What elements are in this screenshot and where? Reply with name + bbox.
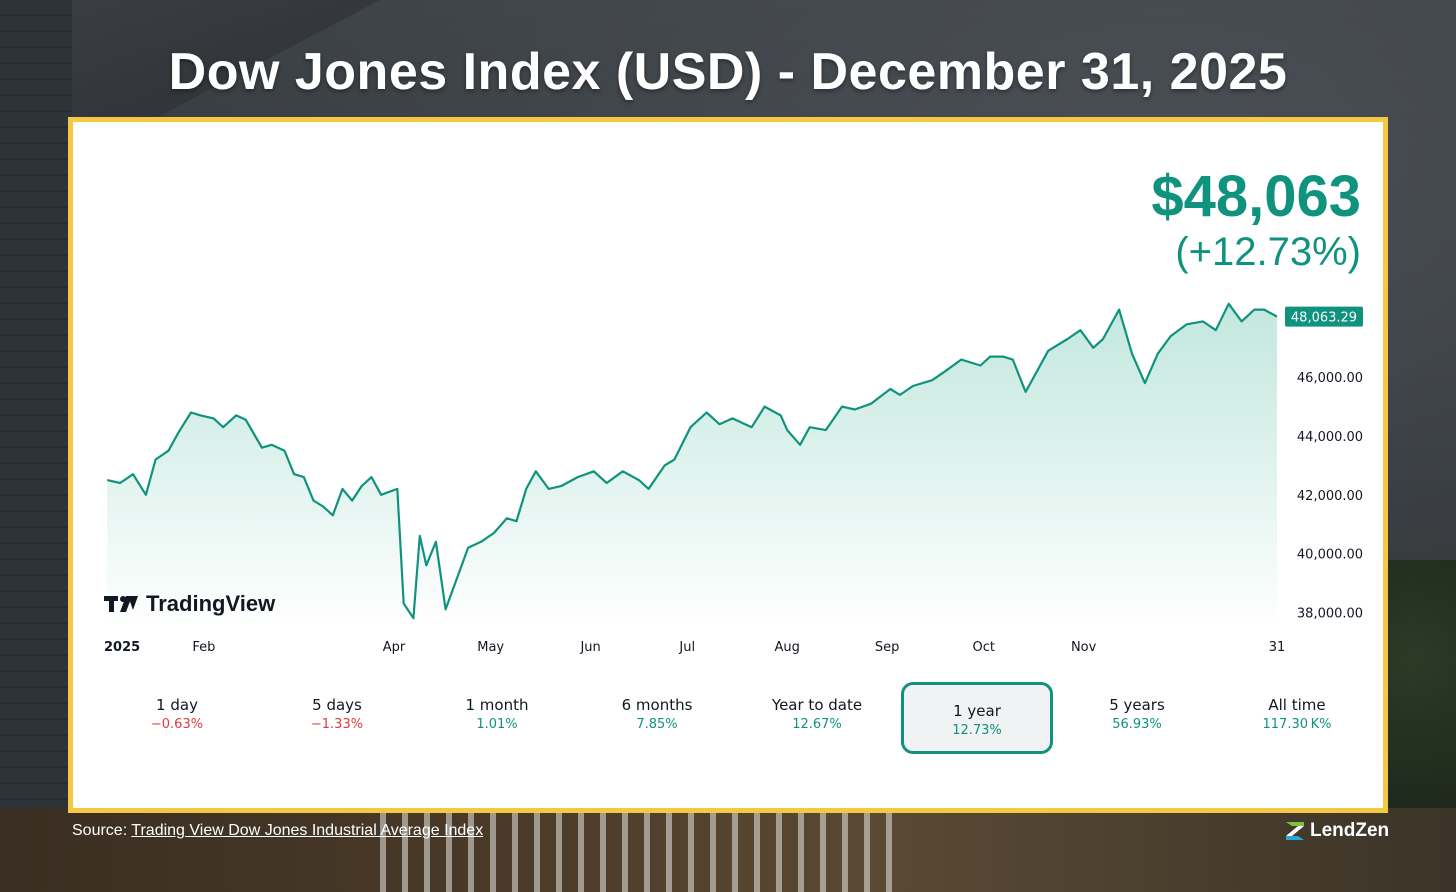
period-label: 1 month	[465, 696, 529, 714]
period-selector: 1 day −0.63% 5 days −1.33% 1 month 1.01% 6 mon…	[97, 678, 1377, 754]
period-button-5-years[interactable]: 5 years 56.93%	[1061, 684, 1213, 742]
background-fence	[0, 808, 1456, 892]
price-chart: 38,000.00 40,000.00 42,000.00 44,000.00 46,0…	[104, 302, 1363, 655]
period-change: 56.93%	[1112, 717, 1162, 732]
period-label: 1 year	[953, 702, 1001, 720]
tradingview-wordmark: TradingView	[146, 591, 276, 616]
period-button-1-year[interactable]: 1 year 12.73%	[901, 682, 1053, 754]
period-change: 12.73%	[952, 723, 1002, 738]
x-tick-label: Sep	[875, 640, 900, 655]
x-tick-label: Feb	[192, 640, 215, 655]
y-tick-label: 40,000.00	[1297, 548, 1363, 563]
x-tick-label: Jul	[678, 640, 695, 655]
x-tick-label: May	[477, 640, 504, 655]
last-price-tag	[1285, 306, 1363, 327]
period-button-1-day[interactable]: 1 day −0.63%	[101, 684, 253, 742]
period-change: −1.33%	[310, 717, 364, 732]
y-tick-label: 38,000.00	[1297, 606, 1363, 621]
source-link[interactable]: Trading View Dow Jones Industrial Averag…	[131, 822, 484, 839]
period-label: Year to date	[771, 696, 863, 714]
period-button-1-month[interactable]: 1 month 1.01%	[421, 684, 573, 742]
period-button-all-time[interactable]: All time 117.30 K%	[1221, 684, 1373, 742]
period-button-6-months[interactable]: 6 months 7.85%	[581, 684, 733, 742]
x-tick-label: Apr	[383, 640, 406, 655]
y-tick-label: 46,000.00	[1297, 371, 1363, 386]
x-tick-label: 31	[1269, 640, 1286, 655]
lendzen-logo: LendZen	[1284, 820, 1389, 842]
y-tick-label: 42,000.00	[1297, 489, 1363, 504]
period-button-year-to-date[interactable]: Year to date 12.67%	[741, 684, 893, 742]
page-title: Dow Jones Index (USD) - December 31, 202…	[168, 43, 1288, 101]
x-tick-label: Jun	[579, 640, 600, 655]
current-price: $48,063	[1151, 164, 1361, 229]
period-label: 5 days	[312, 696, 362, 714]
series-line	[106, 302, 1278, 620]
lendzen-wordmark: LendZen	[1310, 820, 1390, 841]
tradingview-mark-icon	[104, 596, 138, 612]
period-label: 1 day	[156, 696, 198, 714]
tradingview-logo: TradingView	[104, 591, 275, 617]
period-change: −0.63%	[150, 717, 204, 732]
period-change: 1.01%	[476, 717, 518, 732]
x-tick-label: Nov	[1071, 640, 1097, 655]
period-label: All time	[1268, 696, 1326, 714]
source-prefix: Source:	[72, 822, 132, 839]
x-tick-label: 2025	[104, 640, 140, 655]
period-button-5-days[interactable]: 5 days −1.33%	[261, 684, 413, 742]
lendzen-mark-icon	[1286, 822, 1304, 840]
background-house-siding	[0, 0, 72, 892]
x-tick-label: Oct	[973, 640, 995, 655]
period-change: 117.30 K%	[1262, 717, 1332, 732]
x-tick-label: Aug	[774, 640, 799, 655]
period-change: 7.85%	[636, 717, 678, 732]
chart-card: 38,000.00 40,000.00 42,000.00 44,000.00 46,0…	[68, 117, 1388, 813]
price-change-percent: (+12.73%)	[1175, 230, 1361, 274]
period-label: 5 years	[1109, 696, 1165, 714]
source-credit: Source: Trading View Dow Jones Industria…	[72, 822, 483, 840]
y-tick-label: 44,000.00	[1297, 430, 1363, 445]
period-label: 6 months	[621, 696, 693, 714]
period-change: 12.67%	[792, 717, 842, 732]
series-area	[107, 303, 1278, 627]
last-price-label: 48,063.29	[1291, 311, 1357, 326]
